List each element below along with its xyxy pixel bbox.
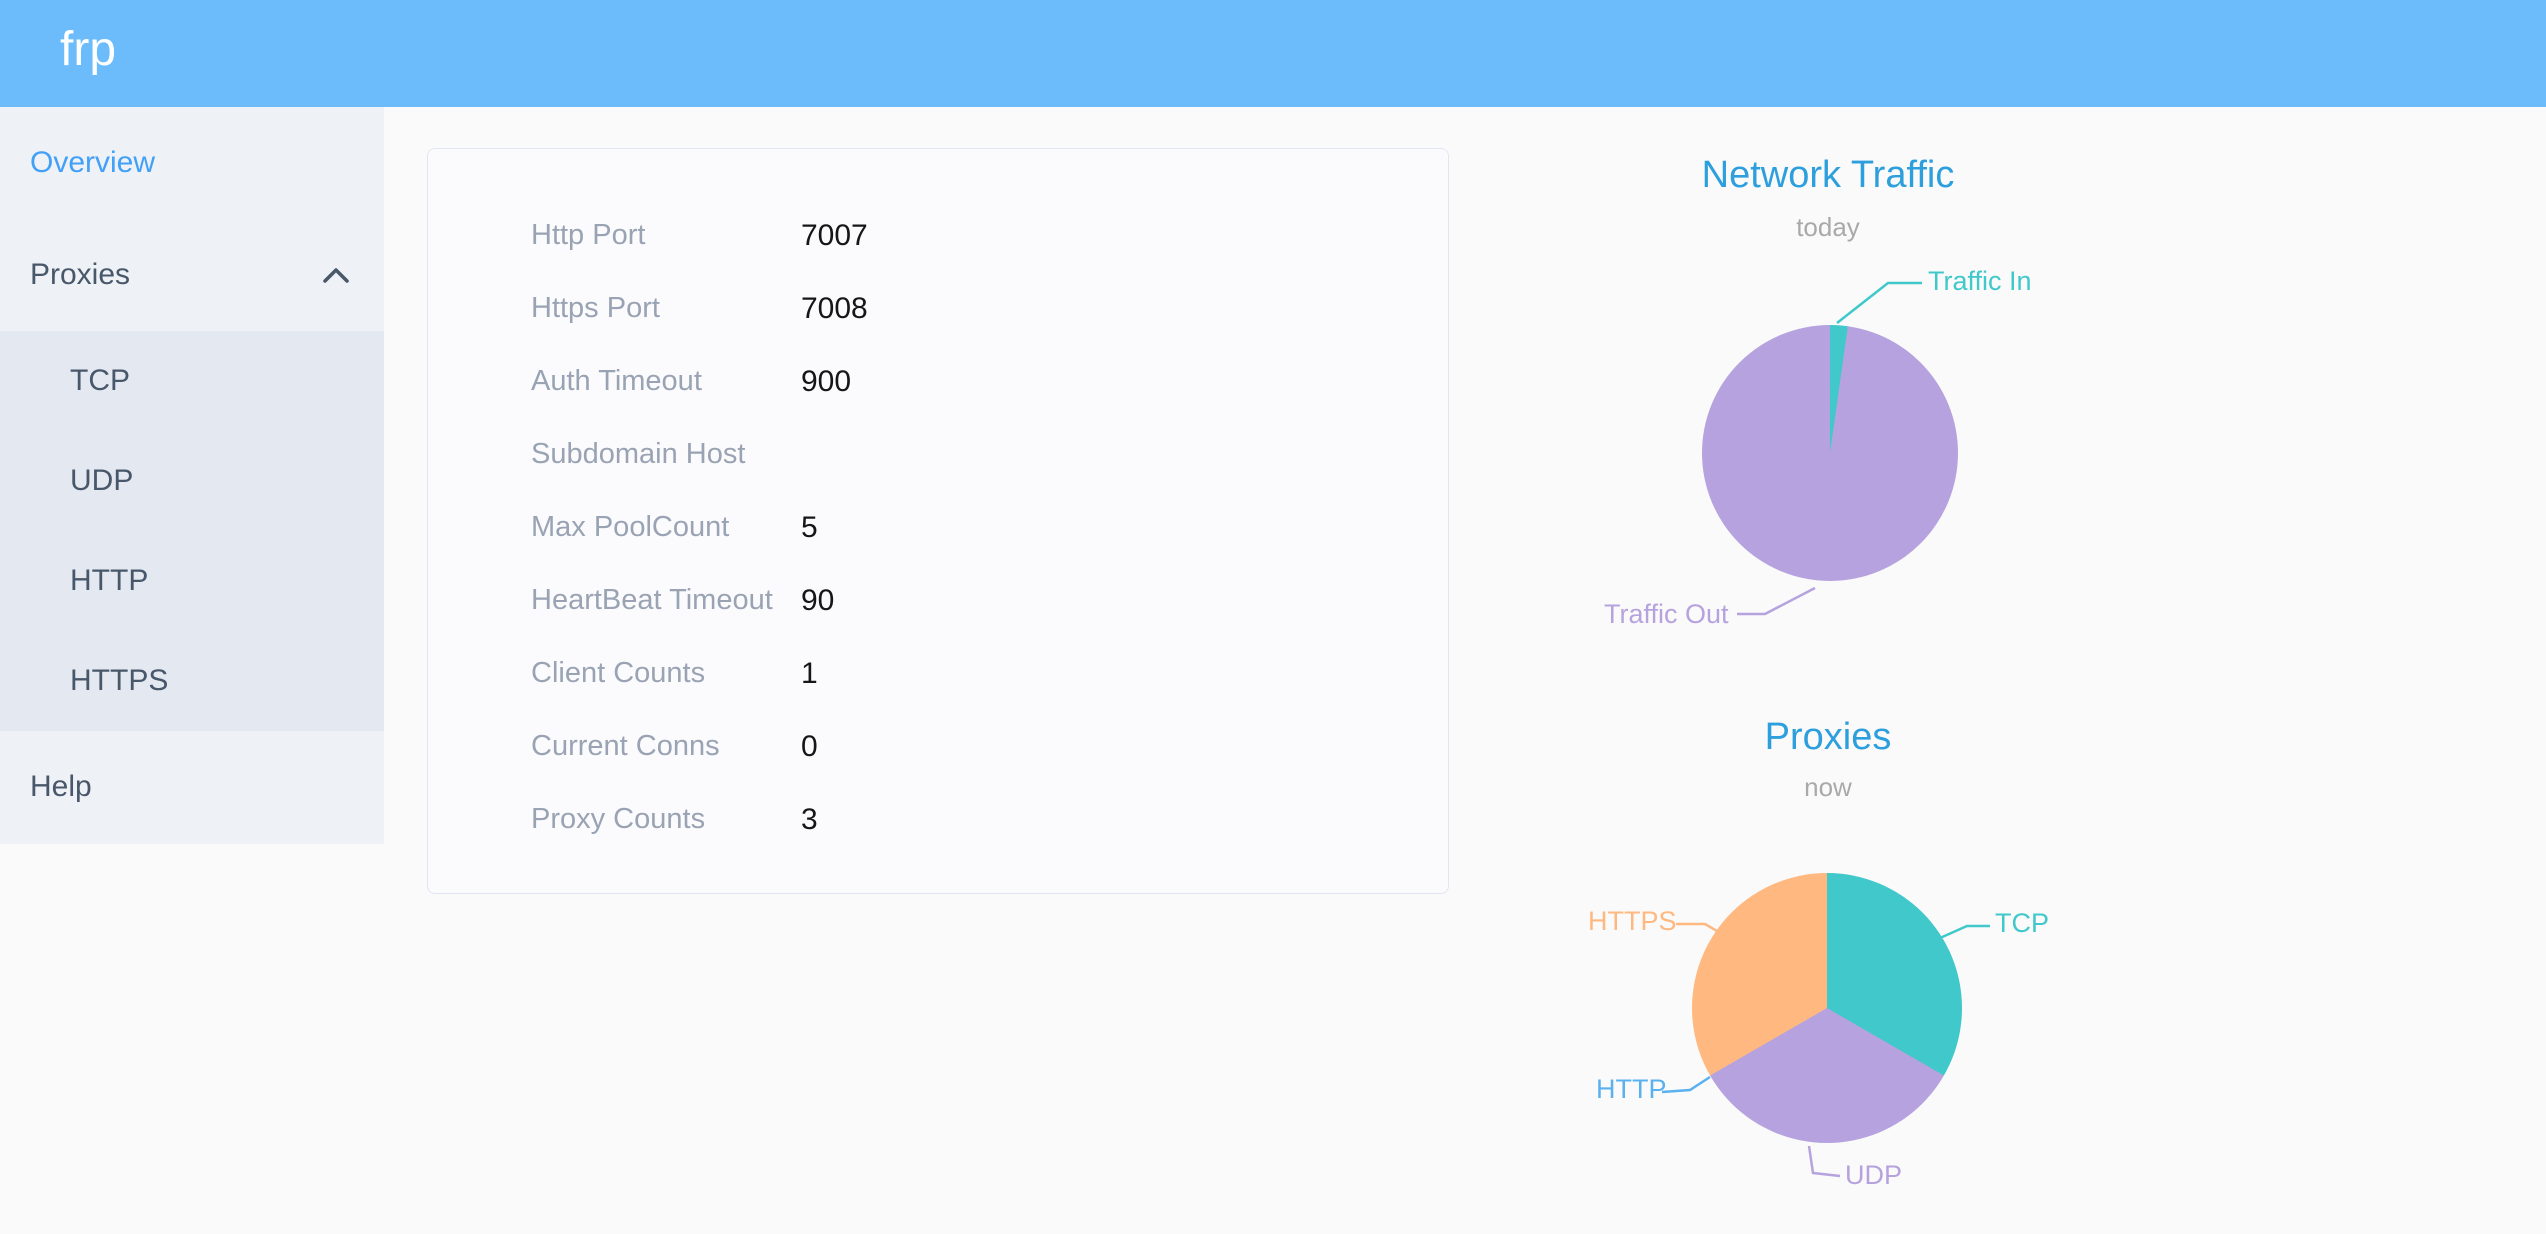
- info-label: Proxy Counts: [531, 803, 706, 835]
- sidebar-item-tcp[interactable]: TCP: [0, 331, 384, 431]
- info-value: 900: [801, 364, 852, 398]
- info-label: Current Conns: [531, 730, 720, 762]
- slice-label-tcp: TCP: [1995, 908, 2049, 938]
- info-row: Https Port 7008: [428, 272, 1448, 345]
- app-header: frp: [0, 0, 2546, 107]
- proxies-chart-subtitle: now: [1804, 772, 1852, 802]
- sidebar-item-proxies[interactable]: Proxies: [0, 219, 384, 331]
- info-label: Auth Timeout: [531, 365, 702, 397]
- info-value: 5: [801, 510, 818, 544]
- slice-label-traffic-out: Traffic Out: [1604, 599, 1729, 629]
- info-row: Http Port 7007: [428, 199, 1448, 272]
- sidebar-submenu: TCP UDP HTTP HTTPS: [0, 331, 384, 731]
- sidebar-item-label: HTTPS: [70, 664, 169, 697]
- info-label: Client Counts: [531, 657, 706, 689]
- info-row: HeartBeat Timeout 90: [428, 564, 1448, 637]
- sidebar-item-http[interactable]: HTTP: [0, 531, 384, 631]
- info-value: 90: [801, 583, 835, 617]
- slice-label-http: HTTP: [1596, 1074, 1667, 1104]
- leader-line-traffic-out: [1737, 586, 1816, 616]
- network-traffic-pie-chart[interactable]: [1702, 325, 1958, 581]
- info-label: HeartBeat Timeout: [531, 584, 773, 616]
- sidebar-item-overview[interactable]: Overview: [0, 107, 384, 219]
- info-value: 7008: [801, 291, 868, 325]
- sidebar-item-https[interactable]: HTTPS: [0, 631, 384, 731]
- chevron-up-icon: [323, 268, 349, 283]
- slice-label-https: HTTPS: [1588, 906, 1677, 936]
- sidebar-item-label: Help: [30, 770, 92, 803]
- proxies-chart-title: Proxies: [1764, 716, 1892, 758]
- sidebar-item-udp[interactable]: UDP: [0, 431, 384, 531]
- info-row: Current Conns 0: [428, 710, 1448, 783]
- app-logo: frp: [60, 23, 117, 76]
- info-label: Http Port: [531, 219, 646, 251]
- info-value: 3: [801, 802, 818, 836]
- sidebar-item-label: HTTP: [70, 564, 149, 597]
- proxies-pie-chart[interactable]: [1692, 873, 1962, 1143]
- server-info-card: Http Port 7007 Https Port 7008 Auth Time…: [427, 148, 1449, 894]
- info-value: 0: [801, 729, 818, 763]
- info-row: Subdomain Host: [428, 418, 1448, 491]
- info-row: Proxy Counts 3: [428, 783, 1448, 856]
- sidebar-item-help[interactable]: Help: [0, 731, 384, 843]
- info-row: Max PoolCount 5: [428, 491, 1448, 564]
- sidebar-item-label: Overview: [30, 146, 156, 179]
- slice-label-traffic-in: Traffic In: [1928, 266, 2032, 296]
- slice-label-udp: UDP: [1845, 1160, 1903, 1190]
- sidebar: Overview Proxies TCP UDP HTTP HTTPS Help: [0, 107, 384, 844]
- sidebar-item-label: TCP: [70, 364, 130, 397]
- info-label: Max PoolCount: [531, 511, 730, 543]
- leader-line-traffic-in: [1836, 281, 1922, 324]
- info-value: 7007: [801, 218, 868, 252]
- sidebar-item-label: UDP: [70, 464, 134, 497]
- info-label: Https Port: [531, 292, 660, 324]
- info-value: 1: [801, 656, 818, 690]
- network-traffic-chart-title: Network Traffic: [1701, 154, 1955, 196]
- network-traffic-chart-subtitle: today: [1796, 212, 1860, 242]
- leader-line-udp: [1807, 1145, 1841, 1178]
- sidebar-item-label: Proxies: [30, 258, 131, 291]
- leader-line-http: [1661, 1075, 1711, 1094]
- leader-line-tcp: [1939, 924, 1990, 940]
- info-label: Subdomain Host: [531, 438, 746, 470]
- info-row: Client Counts 1: [428, 637, 1448, 710]
- info-row: Auth Timeout 900: [428, 345, 1448, 418]
